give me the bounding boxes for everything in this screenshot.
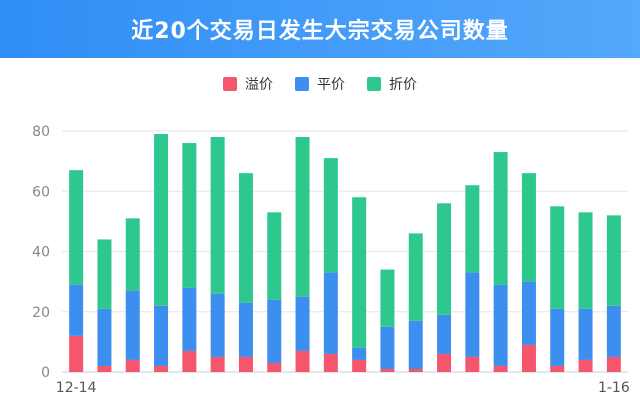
bar-18-discount <box>550 206 565 309</box>
bar-11-par <box>352 347 367 360</box>
bar-13-premium <box>408 368 423 372</box>
bar-18-par <box>550 308 565 366</box>
chart-header: 近20个交易日发生大宗交易公司数量 <box>0 0 640 58</box>
bar-1-par <box>69 284 84 336</box>
y-tick-label-80: 80 <box>32 124 50 140</box>
bar-9-premium <box>295 350 310 372</box>
bar-6-premium <box>210 356 225 372</box>
bar-5-discount <box>182 143 197 288</box>
bar-18-premium <box>550 365 565 372</box>
bar-8-discount <box>267 212 282 300</box>
y-tick-label-40: 40 <box>32 245 50 261</box>
bar-3-premium <box>125 359 140 372</box>
bar-20-discount <box>606 215 621 306</box>
bar-19-premium <box>578 359 593 372</box>
bar-6-par <box>210 293 225 357</box>
bar-2-discount <box>97 239 112 309</box>
bar-20-par <box>606 305 621 357</box>
x-tick-label-first: 12-14 <box>56 380 97 396</box>
bar-13-par <box>408 320 423 369</box>
bar-14-premium <box>437 353 452 372</box>
bar-1-premium <box>69 335 84 372</box>
bar-16-par <box>493 284 508 366</box>
bar-10-premium <box>323 353 338 372</box>
bar-10-par <box>323 272 338 354</box>
bar-9-discount <box>295 137 310 297</box>
bar-4-discount <box>154 134 169 306</box>
bar-16-premium <box>493 365 508 372</box>
bar-14-discount <box>437 203 452 315</box>
bar-5-par <box>182 287 197 351</box>
bar-8-par <box>267 299 282 363</box>
legend-swatch-premium <box>223 77 237 91</box>
bar-4-premium <box>154 365 169 372</box>
bar-12-par <box>380 326 395 369</box>
bar-8-premium <box>267 362 282 372</box>
bar-12-premium <box>380 368 395 372</box>
bar-2-par <box>97 308 112 366</box>
bar-19-discount <box>578 212 593 309</box>
bar-4-par <box>154 305 169 366</box>
bar-9-par <box>295 296 310 351</box>
x-tick-label-last: 1-16 <box>598 380 630 396</box>
bar-17-premium <box>521 344 536 372</box>
legend-label-premium: 溢价 <box>245 77 273 93</box>
bar-5-premium <box>182 350 197 372</box>
legend-label-par: 平价 <box>317 77 345 93</box>
legend: 溢价 平价 折价 <box>0 74 640 94</box>
legend-label-discount: 折价 <box>389 77 417 93</box>
chart-title: 近20个交易日发生大宗交易公司数量 <box>131 19 509 44</box>
bar-17-discount <box>521 173 536 282</box>
bar-11-discount <box>352 197 367 348</box>
bar-11-premium <box>352 359 367 372</box>
bar-3-discount <box>125 218 140 291</box>
legend-item-premium[interactable]: 溢价 <box>223 74 273 94</box>
bar-7-premium <box>238 356 253 372</box>
y-tick-label-20: 20 <box>32 305 50 321</box>
legend-swatch-discount <box>367 77 381 91</box>
y-tick-label-60: 60 <box>32 184 50 200</box>
bar-7-par <box>238 302 253 357</box>
y-tick-label-0: 0 <box>41 365 50 381</box>
bar-7-discount <box>238 173 253 303</box>
legend-item-discount[interactable]: 折价 <box>367 74 417 94</box>
bar-6-discount <box>210 137 225 294</box>
bar-14-par <box>437 314 452 354</box>
bar-16-discount <box>493 152 508 285</box>
bar-15-par <box>465 272 480 357</box>
bar-3-par <box>125 290 140 360</box>
bar-2-premium <box>97 365 112 372</box>
bar-10-discount <box>323 158 338 273</box>
legend-item-par[interactable]: 平价 <box>295 74 345 94</box>
bar-1-discount <box>69 170 84 285</box>
bar-19-par <box>578 308 593 360</box>
bar-12-discount <box>380 269 395 327</box>
bar-15-discount <box>465 185 480 273</box>
bar-20-premium <box>606 356 621 372</box>
bar-17-par <box>521 281 536 345</box>
bar-13-discount <box>408 233 423 321</box>
bar-15-premium <box>465 356 480 372</box>
legend-swatch-par <box>295 77 309 91</box>
